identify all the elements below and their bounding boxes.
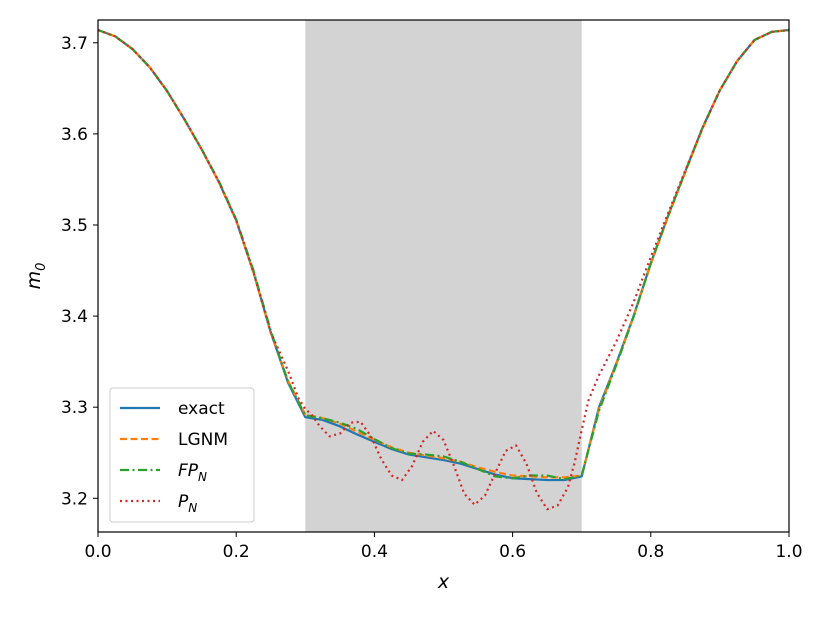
series-line-3 [97, 28, 790, 481]
plot-area-frame [97, 19, 790, 533]
y-tick-label: 3.7 [61, 34, 88, 54]
y-tick-label: 3.2 [61, 489, 88, 509]
y-tick-label: 3.3 [61, 398, 88, 418]
y-axis-ticks: 3.2 3.3 3.4 3.5 3.6 3.7 [61, 34, 98, 509]
x-axis-label: x [437, 571, 450, 593]
y-tick-label: 3.5 [61, 216, 88, 236]
x-tick-label: 0.4 [361, 542, 388, 562]
x-tick-label: 0.0 [84, 542, 111, 562]
legend-label-3: FPN [178, 461, 207, 484]
y-axis-label-subscript: 0 [34, 263, 49, 271]
y-axis-label: m0 [23, 263, 49, 290]
legend-label-2: LGNM [178, 430, 228, 450]
shaded-region [305, 20, 582, 532]
x-tick-label: 0.6 [499, 542, 526, 562]
y-tick-label: 3.6 [61, 125, 88, 145]
x-tick-label: 1.0 [775, 542, 802, 562]
x-axis-ticks: 0.0 0.2 0.4 0.6 0.8 1.0 [84, 532, 803, 562]
legend-box [109, 387, 255, 523]
x-tick-label: 0.8 [637, 542, 664, 562]
legend-label-1: exact [178, 399, 225, 419]
x-tick-label: 0.2 [223, 542, 250, 562]
legend-label-subscript: N [198, 470, 207, 484]
y-tick-label: 3.4 [61, 307, 88, 327]
legend-label-main: P [178, 492, 189, 512]
y-axis-label-main: m [23, 271, 45, 290]
legend-label-main: FP [178, 461, 199, 481]
legend-label-subscript: N [188, 501, 197, 515]
series-line-4 [97, 28, 790, 511]
legend-label-4: PN [178, 492, 197, 515]
shaded-region-layer [305, 20, 582, 532]
series-layer [97, 28, 790, 511]
